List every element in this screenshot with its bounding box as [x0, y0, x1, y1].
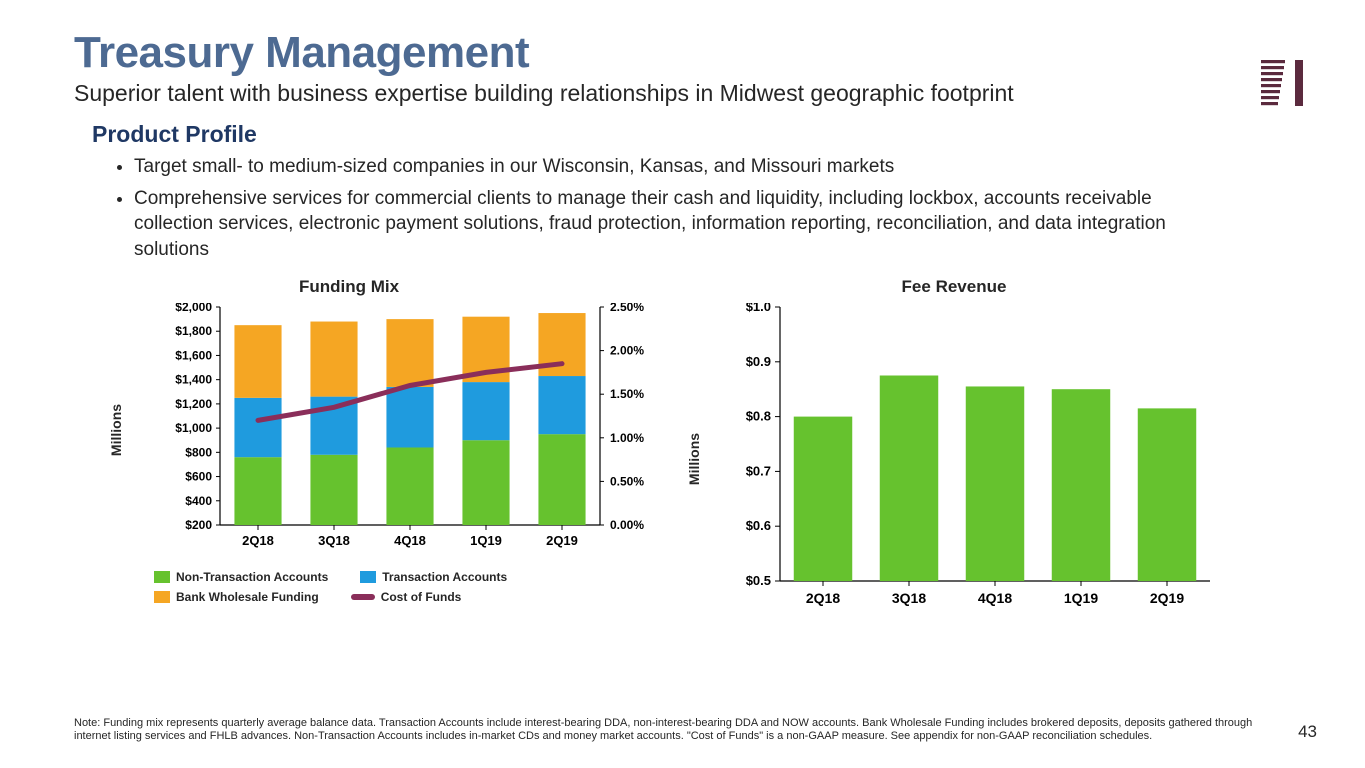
svg-text:$400: $400 — [185, 493, 212, 507]
svg-text:0.00%: 0.00% — [610, 518, 644, 532]
svg-text:0.50%: 0.50% — [610, 474, 644, 488]
bullet-item: Comprehensive services for commercial cl… — [134, 186, 1234, 263]
bullet-item: Target small- to medium-sized companies … — [134, 154, 1234, 180]
funding-mix-plot: $200 $400 $600 $800 $1,000 $1,200 $1,400 $1,600… — [162, 303, 654, 553]
svg-text:1Q19: 1Q19 — [1064, 590, 1098, 606]
svg-text:2Q18: 2Q18 — [242, 533, 274, 548]
slide: Treasury Management Superior talent with… — [0, 0, 1365, 768]
footnote: Note: Funding mix represents quarterly a… — [74, 717, 1255, 745]
section-heading: Product Profile — [92, 121, 1291, 148]
svg-text:$600: $600 — [185, 469, 212, 483]
page-number: 43 — [1298, 722, 1317, 742]
y-axis-label: Millions — [686, 433, 702, 485]
page-title: Treasury Management — [74, 28, 1291, 78]
svg-text:$1,400: $1,400 — [175, 372, 212, 386]
y-axis-label: Millions — [108, 404, 124, 456]
svg-text:$1,600: $1,600 — [175, 348, 212, 362]
svg-text:1.50%: 1.50% — [610, 387, 644, 401]
svg-text:3Q18: 3Q18 — [318, 533, 350, 548]
svg-text:$1.0: $1.0 — [746, 303, 771, 314]
svg-text:2.50%: 2.50% — [610, 303, 644, 314]
svg-text:$1,800: $1,800 — [175, 324, 212, 338]
svg-text:1.00%: 1.00% — [610, 430, 644, 444]
svg-text:$0.6: $0.6 — [746, 518, 771, 533]
svg-text:4Q18: 4Q18 — [978, 590, 1012, 606]
svg-text:$0.5: $0.5 — [746, 573, 771, 588]
svg-text:$0.9: $0.9 — [746, 353, 771, 368]
svg-text:$200: $200 — [185, 518, 212, 532]
svg-text:$0.8: $0.8 — [746, 408, 771, 423]
svg-text:2Q18: 2Q18 — [806, 590, 840, 606]
svg-text:2Q19: 2Q19 — [1150, 590, 1184, 606]
bullet-list: Target small- to medium-sized companies … — [134, 154, 1291, 263]
page-subtitle: Superior talent with business expertise … — [74, 80, 1291, 107]
funding-mix-legend: Non-Transaction AccountsTransaction Acco… — [94, 570, 604, 604]
svg-text:4Q18: 4Q18 — [394, 533, 426, 548]
svg-text:$0.7: $0.7 — [746, 463, 771, 478]
svg-text:2.00%: 2.00% — [610, 343, 644, 357]
chart-title: Fee Revenue — [674, 277, 1234, 297]
funding-mix-chart: Funding Mix Millions $200 $400 $600 $800 $1,… — [94, 277, 604, 616]
svg-text:$2,000: $2,000 — [175, 303, 212, 314]
chart-title: Funding Mix — [94, 277, 604, 297]
svg-text:2Q19: 2Q19 — [546, 533, 578, 548]
fee-revenue-plot: $0.5 $0.6 $0.7 $0.8 $0.9 $1.0 2Q18 3Q18 4Q18 1Q19… — [732, 303, 1210, 611]
fee-revenue-chart: Fee Revenue Millions $0.5$0.6$0.7$0.8$0.… — [674, 277, 1234, 616]
svg-text:3Q18: 3Q18 — [892, 590, 926, 606]
svg-text:$1,000: $1,000 — [175, 421, 212, 435]
svg-text:1Q19: 1Q19 — [470, 533, 502, 548]
svg-text:$800: $800 — [185, 445, 212, 459]
company-logo-icon — [1255, 58, 1305, 108]
svg-text:$1,200: $1,200 — [175, 396, 212, 410]
